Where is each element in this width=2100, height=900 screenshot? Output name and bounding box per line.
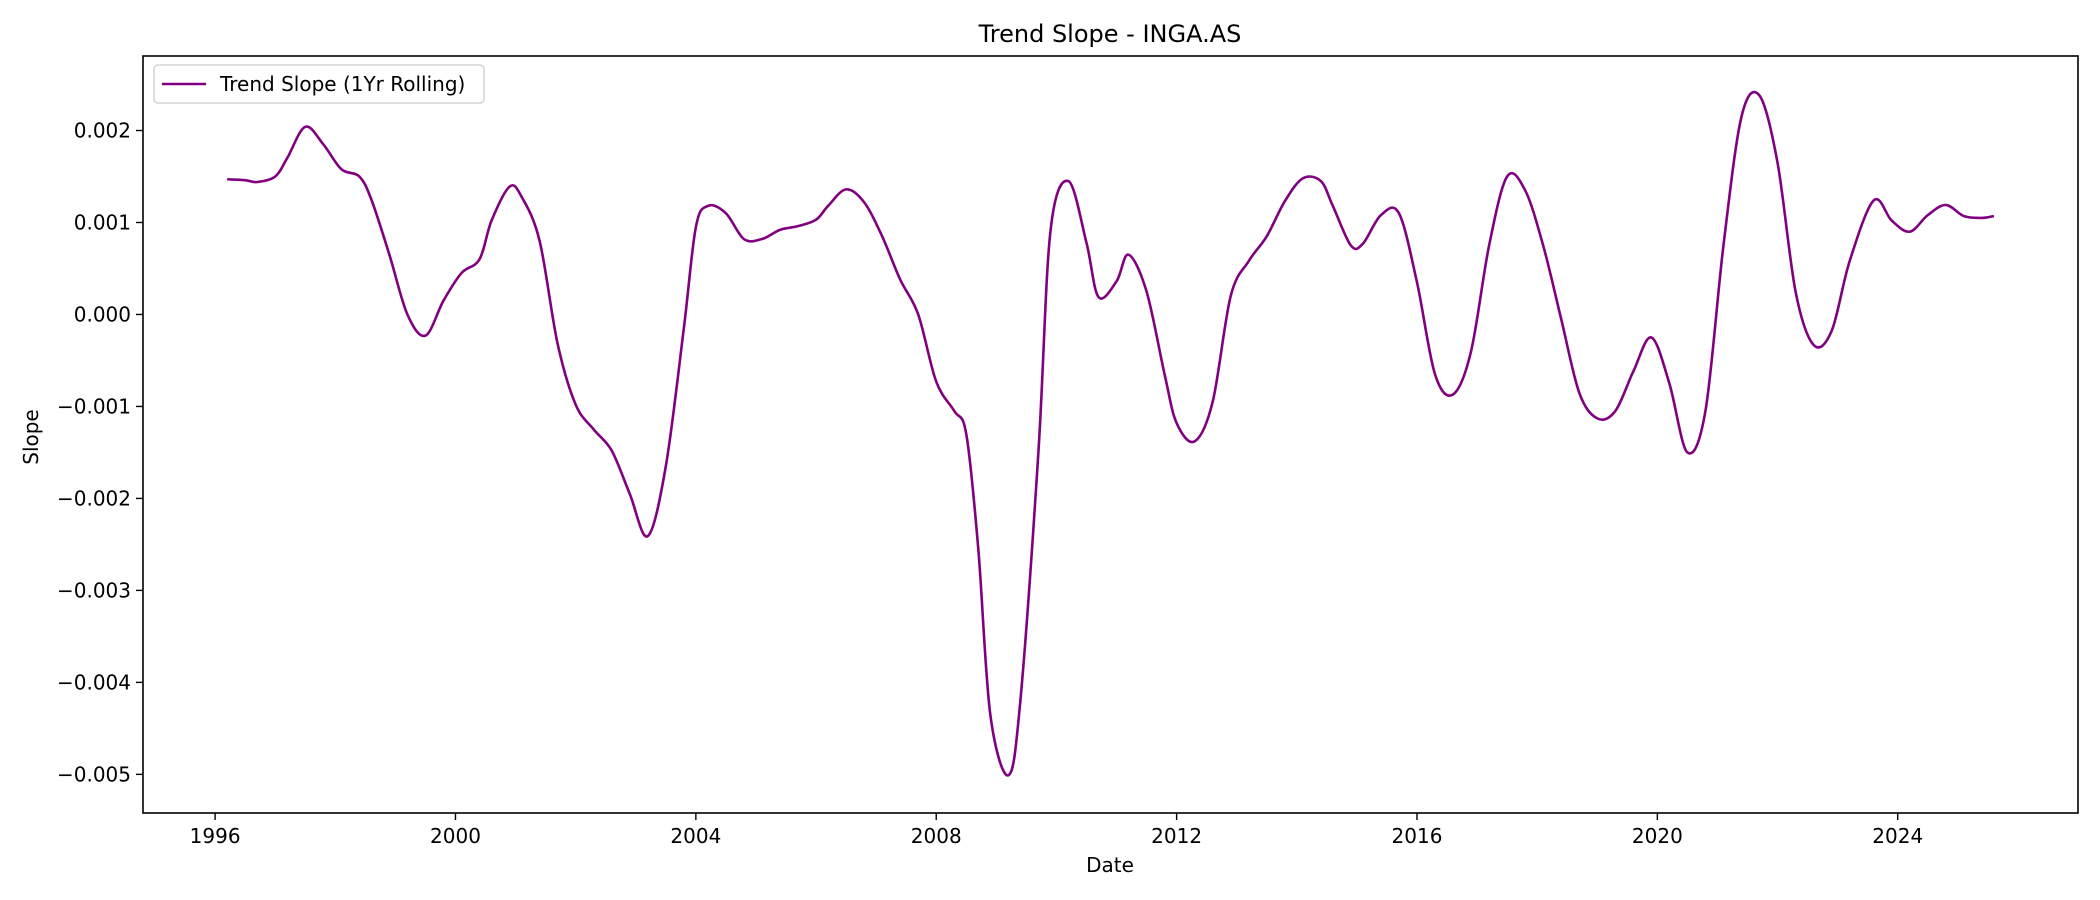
y-tick-label: −0.004 — [57, 670, 131, 694]
legend: Trend Slope (1Yr Rolling) — [153, 64, 485, 104]
x-tick-label: 2008 — [911, 824, 962, 848]
x-tick-label: 1996 — [190, 824, 241, 848]
x-tick-label: 2024 — [1872, 824, 1923, 848]
legend-box — [153, 64, 485, 104]
x-tick-label: 2004 — [670, 824, 721, 848]
x-tick-label: 2000 — [430, 824, 481, 848]
x-tick-label: 2016 — [1392, 824, 1443, 848]
x-tick-label: 2012 — [1151, 824, 1202, 848]
y-tick-label: 0.001 — [74, 210, 131, 234]
y-tick-label: −0.002 — [57, 486, 131, 510]
y-tick-label: 0.000 — [74, 302, 131, 326]
y-tick-label: −0.001 — [57, 394, 131, 418]
y-tick-label: −0.005 — [57, 762, 131, 786]
axes-frame — [142, 55, 2079, 814]
y-axis-ticks: −0.005 −0.004 −0.003 −0.002 −0.001 0.000 0.001… — [57, 119, 143, 786]
y-axis-label: Slope — [19, 409, 43, 465]
x-tick-label: 2020 — [1632, 824, 1683, 848]
plot-line-layer — [227, 90, 1995, 777]
legend-label: Trend Slope (1Yr Rolling) — [219, 72, 465, 96]
x-axis-label: Date — [1086, 853, 1134, 877]
series-line-trend-slope — [227, 90, 1995, 777]
chart-title: Trend Slope - INGA.AS — [978, 20, 1242, 48]
y-tick-label: −0.003 — [57, 578, 131, 602]
y-tick-label: 0.002 — [74, 119, 131, 143]
x-axis-ticks: 1996 2000 2004 2008 2012 2016 2020 2024 — [190, 813, 1923, 848]
